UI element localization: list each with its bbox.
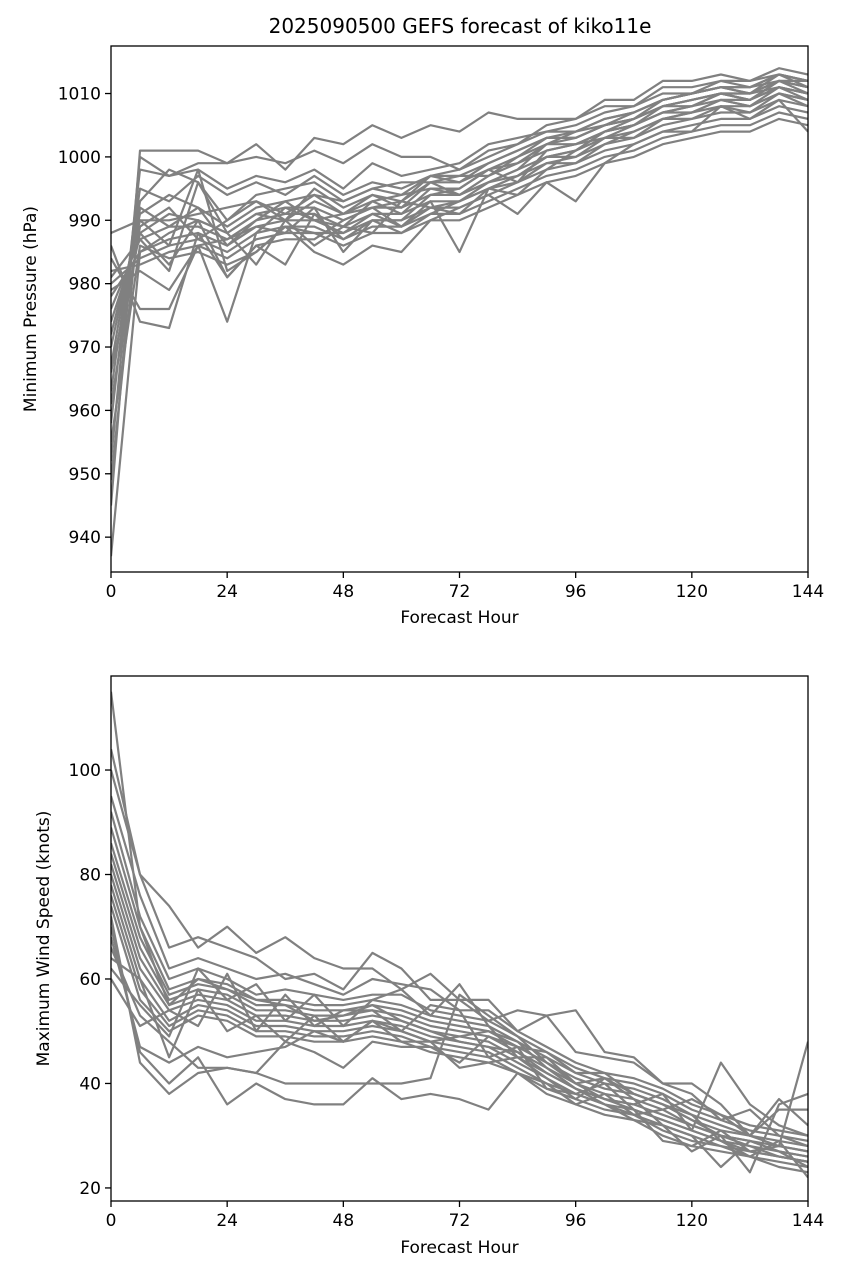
wind-series-line-19	[111, 967, 808, 1169]
wind-panel: 0 24 48 72 96 120 144 20 40 60 80 100 Forecast Hour…	[34, 675, 825, 1258]
pressure-y-tick-label: 1010	[58, 85, 101, 105]
wind-y-tick-label: 40	[79, 1074, 101, 1094]
wind-series-line-20	[111, 972, 808, 1179]
wind-y-tick-label: 80	[79, 866, 101, 886]
pressure-series-line-14	[111, 86, 808, 323]
pressure-x-axis-label: Forecast Hour	[400, 608, 518, 628]
wind-x-tick-label: 96	[565, 1211, 587, 1231]
pressure-x-tick-label: 48	[333, 582, 355, 602]
pressure-series-line-13	[111, 117, 808, 273]
wind-x-axis-label: Forecast Hour	[400, 1238, 518, 1258]
wind-x-tick-label: 72	[449, 1211, 471, 1231]
wind-series-line-17	[111, 947, 808, 1153]
wind-series-line-3	[111, 769, 808, 1137]
wind-plot-frame	[110, 675, 809, 1202]
wind-y-tick-label: 100	[69, 761, 101, 781]
pressure-panel: 0 24 48 72 96 120 144 940 950 960 970 980 990 1000 101…	[21, 45, 824, 628]
wind-x-tick-label: 48	[333, 1211, 355, 1231]
pressure-series-line-20	[111, 79, 808, 405]
pressure-x-tick-label: 24	[216, 582, 238, 602]
pressure-y-tick-label: 960	[69, 401, 101, 421]
wind-series-line-15	[111, 926, 808, 1137]
pressure-y-tick-label: 1000	[58, 148, 101, 168]
wind-x-tick-label: 144	[792, 1211, 824, 1231]
pressure-series-line-16	[111, 98, 808, 273]
pressure-series-group	[111, 67, 808, 557]
pressure-y-tick-label: 980	[69, 275, 101, 295]
pressure-x-tick-label: 120	[676, 582, 708, 602]
wind-series-group	[111, 691, 808, 1179]
wind-ticks: 0 24 48 72 96 120 144 20 40 60 80 100	[69, 761, 825, 1231]
wind-y-axis-label: Maximum Wind Speed (knots)	[34, 811, 54, 1067]
pressure-ticks: 0 24 48 72 96 120 144 940 950 960 970 980 990 1000 101…	[58, 85, 824, 602]
pressure-plot-frame	[110, 45, 809, 573]
pressure-x-tick-label: 144	[792, 582, 824, 602]
wind-y-tick-label: 20	[79, 1179, 101, 1199]
pressure-y-tick-label: 970	[69, 338, 101, 358]
wind-series-line-18	[111, 957, 808, 1174]
wind-x-tick-label: 0	[106, 1211, 117, 1231]
pressure-x-tick-label: 96	[565, 582, 587, 602]
wind-series-line-16	[111, 936, 808, 1137]
pressure-y-tick-label: 990	[69, 211, 101, 231]
pressure-x-tick-label: 0	[106, 582, 117, 602]
pressure-y-axis-label: Minimum Pressure (hPa)	[21, 206, 41, 412]
wind-x-tick-label: 120	[676, 1211, 708, 1231]
pressure-series-line-21	[111, 86, 808, 443]
wind-series-line-5	[111, 811, 808, 1142]
pressure-series-line-17	[111, 92, 808, 278]
pressure-y-tick-label: 950	[69, 465, 101, 485]
wind-series-line-12	[111, 895, 808, 1169]
wind-x-tick-label: 24	[216, 1211, 238, 1231]
pressure-y-tick-label: 940	[69, 528, 101, 548]
pressure-series-line-22	[111, 73, 808, 481]
pressure-x-tick-label: 72	[449, 582, 471, 602]
wind-y-tick-label: 60	[79, 970, 101, 990]
chart-title: 2025090500 GEFS forecast of kiko11e	[269, 14, 652, 38]
